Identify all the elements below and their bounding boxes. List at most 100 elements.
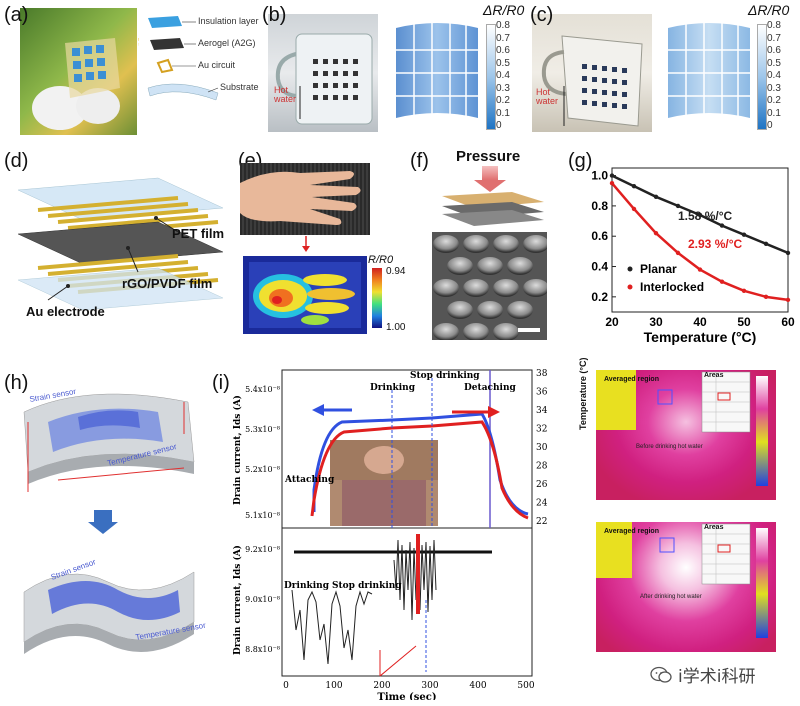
panel-i-xtick-3: 300 <box>421 681 438 691</box>
wechat-icon <box>650 666 672 683</box>
legend-planar: Planar <box>640 262 677 276</box>
panel-i-chart: Attaching Drinking Stop drinking Detachi… <box>232 369 548 700</box>
flexible-sensor-photo <box>32 38 120 130</box>
panel-g-xtick-2: 40 <box>693 315 707 329</box>
ann-detaching: Detaching <box>464 383 517 393</box>
panel-b-colorbar-ticks: 0.8 0.7 0.6 0.5 0.4 0.3 0.2 0.1 0 <box>496 20 510 131</box>
right-ytick-7: 24 <box>536 499 548 509</box>
data-point-planar-0 <box>609 173 615 178</box>
after-drinking-caption: After drinking hot water <box>640 594 702 600</box>
top-ytick-3: 5.1x10⁻⁸ <box>245 511 280 520</box>
panel-c-colorbar <box>757 24 767 130</box>
panel-c-photo <box>532 14 652 132</box>
panel-c-colorbar-title: ΔR/R0 <box>748 2 790 18</box>
right-ytick-4: 30 <box>536 443 548 453</box>
panel-b-sensor-map <box>396 22 478 118</box>
ann-drinking-bottom: Drinking <box>284 581 330 591</box>
averaged-region-label-before: Averaged region <box>604 376 659 383</box>
pressure-diagram <box>442 166 544 226</box>
panel-i-xtick-5: 500 <box>517 681 534 691</box>
averaged-region-label-after: Averaged region <box>604 528 659 535</box>
panel-c-colorbar-ticks: 0.8 0.7 0.6 0.5 0.4 0.3 0.2 0.1 0 <box>767 20 781 131</box>
panel-i-xtick-0: 0 <box>283 681 289 691</box>
data-point-interlocked-7 <box>763 294 769 300</box>
ann-stop-drinking-bottom: Stop drinking <box>332 581 402 591</box>
panel-f-sem-image <box>432 232 547 340</box>
pressure-label: Pressure <box>456 148 521 165</box>
panel-g-xtick-4: 60 <box>781 315 795 329</box>
layer-label-substrate: Substrate <box>220 82 259 92</box>
legend-planar-marker <box>627 266 633 272</box>
watermark: i学术i科研 <box>650 662 755 687</box>
layer-label-au-circuit: Au circuit <box>198 60 236 70</box>
watermark-text: i学术i科研 <box>678 667 756 687</box>
legend-interlocked: Interlocked <box>640 280 704 294</box>
legend-interlocked-marker <box>627 284 633 290</box>
right-ytick-6: 26 <box>536 480 548 490</box>
thermal-image-after <box>596 522 776 652</box>
au-electrode-label: Au electrode <box>26 304 105 319</box>
down-arrow-icon <box>302 236 310 252</box>
panel-e-colorbar-title: R/R0 <box>368 254 394 266</box>
before-drinking-caption: Before drinking hot water <box>636 444 703 450</box>
data-point-planar-2 <box>653 194 659 199</box>
panel-g-ytick-2: 0.6 <box>591 229 608 243</box>
panel-i-label: (i) <box>212 372 230 394</box>
planar-slope-annotation: 1.58 %/°C <box>678 209 732 223</box>
panel-i-xlabel: Time (sec) <box>377 692 436 700</box>
data-point-interlocked-0 <box>609 180 615 186</box>
right-arrow-icon <box>488 406 500 418</box>
scale-bar <box>518 328 540 332</box>
data-point-planar-3 <box>675 203 681 209</box>
pet-film-label: PET film <box>172 226 225 241</box>
panel-i-xtick-1: 100 <box>325 681 342 691</box>
data-point-interlocked-5 <box>719 279 725 284</box>
right-ytick-8: 22 <box>536 517 547 527</box>
right-ytick-3: 32 <box>536 425 547 435</box>
pressure-arrow-icon <box>474 180 506 192</box>
ann-attaching: Attaching <box>284 475 335 485</box>
layer-stack-diagram <box>138 16 219 101</box>
bottom-ytick-1: 9.0x10⁻⁸ <box>245 595 280 604</box>
right-ytick-2: 34 <box>536 406 548 416</box>
panel-e-colorbar <box>372 268 382 328</box>
panel-i-ylabel-bottom: Drain current, Ids (A) <box>232 545 243 655</box>
panel-g-ytick-0: 0.2 <box>591 290 608 304</box>
rgo-pvdf-label: rGO/PVDF film <box>122 276 213 291</box>
panel-e-hand-photo <box>240 163 370 235</box>
red-temperature-curve <box>310 420 529 520</box>
panel-i-xtick-2: 200 <box>373 681 390 691</box>
data-point-planar-7 <box>763 241 769 246</box>
panel-g-ytick-3: 0.8 <box>591 199 608 213</box>
panel-g-ytick-4: 1.0 <box>591 169 608 183</box>
panel-c-label: (c) <box>530 4 554 26</box>
data-point-interlocked-4 <box>697 267 703 272</box>
panel-d-label: (d) <box>4 150 29 172</box>
right-ytick-1: 36 <box>536 388 548 398</box>
data-point-planar-8 <box>785 250 791 256</box>
panel-e-cb-bottom: 1.00 <box>386 322 406 333</box>
panel-f-label: (f) <box>410 150 429 172</box>
data-point-interlocked-6 <box>741 288 747 293</box>
layer-label-insulation: Insulation layer <box>198 16 259 26</box>
panel-g-xlabel: Temperature (°C) <box>644 329 757 345</box>
layer-label-aerogel: Aerogel (A2G) <box>198 38 256 48</box>
data-point-interlocked-3 <box>675 250 681 256</box>
data-point-planar-4 <box>697 212 703 218</box>
panel-g-xtick-1: 30 <box>649 315 663 329</box>
panel-h-label: (h) <box>4 372 29 394</box>
ann-stop-drinking: Stop drinking <box>410 371 480 381</box>
panel-g-xtick-3: 50 <box>737 315 751 329</box>
data-point-planar-1 <box>631 183 637 189</box>
ann-drinking: Drinking <box>370 383 416 393</box>
panel-i-xtick-4: 400 <box>469 681 486 691</box>
panel-b-colorbar-title: ΔR/R0 <box>483 2 525 18</box>
panel-g-xtick-0: 20 <box>605 315 619 329</box>
panel-h-diagram: Strain sensor Temperature sensor Strain … <box>23 387 207 654</box>
panel-b-colorbar <box>486 24 496 130</box>
data-point-interlocked-2 <box>653 230 659 236</box>
panel-g-label: (g) <box>568 150 593 172</box>
thermal-image-before <box>596 370 776 500</box>
panel-a-photo <box>20 8 137 135</box>
bottom-ytick-2: 8.8x10⁻⁸ <box>245 645 280 654</box>
